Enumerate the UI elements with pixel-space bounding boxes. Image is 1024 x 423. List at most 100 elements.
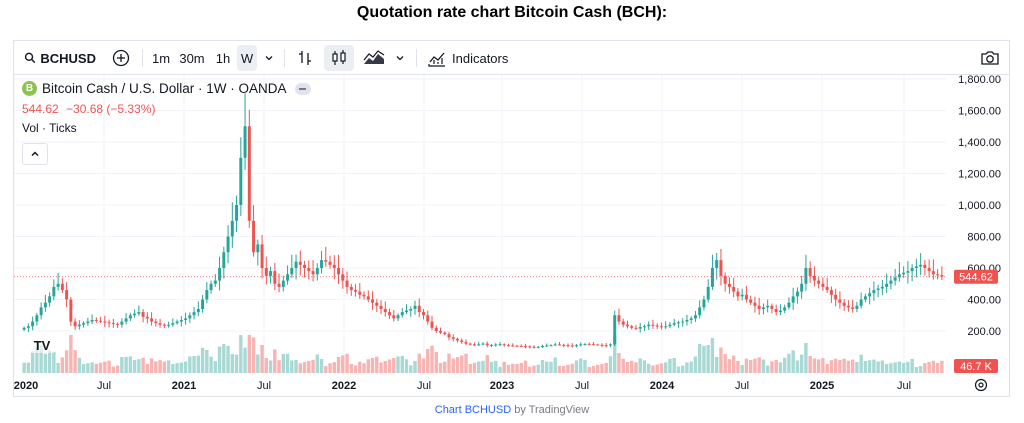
chart-area[interactable]: 1,800.00 1,600.00 1,400.00 1,200.00 1,000.00…	[14, 75, 1009, 396]
volume-bar	[128, 356, 133, 373]
candle-body	[710, 268, 714, 287]
candle-body	[842, 302, 846, 306]
volume-bar	[443, 361, 447, 373]
volume-bar	[336, 357, 341, 373]
candle-body	[562, 344, 566, 346]
volume-bar	[324, 366, 328, 373]
candle-body	[880, 286, 884, 289]
candle-body	[294, 261, 298, 268]
volume-bar	[243, 347, 247, 373]
volume-bar	[489, 361, 494, 373]
svg-text:544.62: 544.62	[959, 272, 993, 284]
last-price-tag: 544.62	[954, 269, 998, 284]
volume-bar	[149, 358, 154, 373]
candle-body	[519, 345, 523, 347]
indicators-icon	[428, 52, 445, 67]
candle-body	[175, 321, 179, 324]
y-tick-label: 800.00	[967, 232, 1001, 244]
volume-bar	[205, 350, 209, 373]
candle-body	[230, 220, 234, 237]
snapshot-button[interactable]	[977, 45, 1003, 71]
symbol-description: Bitcoin Cash / U.S. Dollar · 1W · OANDA	[42, 81, 287, 96]
candle-body	[536, 346, 540, 348]
candle-body	[855, 305, 859, 309]
candle-body	[252, 220, 256, 253]
chart-link[interactable]: Chart BCHUSD	[434, 404, 512, 416]
volume-bar	[923, 363, 927, 373]
volume-bar	[931, 360, 936, 373]
candle-body	[808, 268, 812, 276]
volume-bar	[494, 360, 498, 373]
candle-body	[354, 290, 358, 292]
x-tick-label: Jul	[417, 380, 431, 392]
interval-1m-button[interactable]: 1m	[151, 50, 171, 66]
volume-bar	[723, 354, 727, 373]
candle-body	[52, 286, 56, 297]
candle-body	[672, 323, 676, 325]
collapse-legend-button[interactable]	[294, 82, 311, 95]
candles-style-button[interactable]	[324, 45, 354, 71]
collapse-indicators-button[interactable]	[22, 143, 48, 165]
interval-1w-button[interactable]: W	[237, 45, 257, 71]
indicators-button[interactable]: Indicators	[424, 45, 514, 71]
volume-bar	[596, 364, 600, 373]
volume-bar	[234, 354, 239, 373]
candle-body	[213, 280, 217, 284]
volume-bar	[562, 365, 566, 373]
volume-bar	[829, 360, 834, 373]
x-tick-label: 2021	[172, 380, 196, 392]
candle-body	[812, 275, 816, 281]
interval-dropdown-button[interactable]	[260, 45, 278, 71]
candle-body	[460, 340, 464, 343]
price-chart[interactable]: 1,800.00 1,600.00 1,400.00 1,200.00 1,000.00…	[14, 75, 1009, 396]
candle-body	[243, 126, 247, 158]
interval-1h-button[interactable]: 1h	[215, 50, 231, 66]
candle-body	[205, 290, 209, 300]
candle-body	[256, 244, 260, 253]
volume-bar	[251, 337, 256, 373]
candle-body	[90, 319, 94, 322]
volume-tag: 46.7 K	[954, 359, 998, 373]
interval-30m-button[interactable]: 30m	[179, 50, 205, 66]
volume-bar	[273, 349, 277, 373]
candle-body	[473, 344, 476, 346]
volume-bar	[366, 359, 370, 373]
compare-symbol-button[interactable]	[108, 45, 134, 71]
candle-body	[48, 296, 52, 303]
candle-body	[218, 268, 222, 281]
candle-body	[209, 283, 213, 291]
chevron-up-icon	[31, 151, 39, 157]
chart-style-dropdown-button[interactable]	[392, 45, 408, 71]
candle-body	[596, 344, 600, 346]
candle-body	[774, 308, 778, 313]
volume-bar	[47, 350, 52, 373]
candle-body	[676, 322, 680, 324]
volume-bar	[600, 363, 604, 373]
candle-body	[647, 324, 651, 327]
volume-bar	[158, 360, 162, 373]
volume-bar	[421, 358, 426, 373]
x-tick-label: 2024	[650, 380, 675, 392]
candle-body	[791, 296, 795, 303]
candle-body	[273, 271, 277, 284]
volume-bar	[897, 361, 902, 373]
candle-body	[795, 291, 799, 297]
volume-bar	[434, 352, 438, 373]
area-style-button[interactable]	[360, 45, 388, 71]
volume-bar	[787, 353, 791, 373]
candle-body	[188, 315, 192, 319]
volume-bar	[115, 365, 120, 373]
volume-bar	[370, 358, 375, 373]
candle-body	[239, 157, 243, 205]
candle-body	[821, 283, 825, 287]
volume-bar	[549, 361, 553, 373]
volume-bar	[540, 360, 545, 373]
indicators-label: Indicators	[452, 50, 509, 66]
minus-icon	[299, 87, 307, 90]
bar-style-button[interactable]	[292, 45, 318, 71]
candle-body	[111, 323, 115, 325]
settings-gear-icon[interactable]	[974, 378, 988, 392]
y-tick-label: 1,600.00	[958, 106, 1001, 118]
symbol-search-button[interactable]: BCHUSD	[20, 45, 96, 71]
volume-bar	[256, 354, 260, 373]
